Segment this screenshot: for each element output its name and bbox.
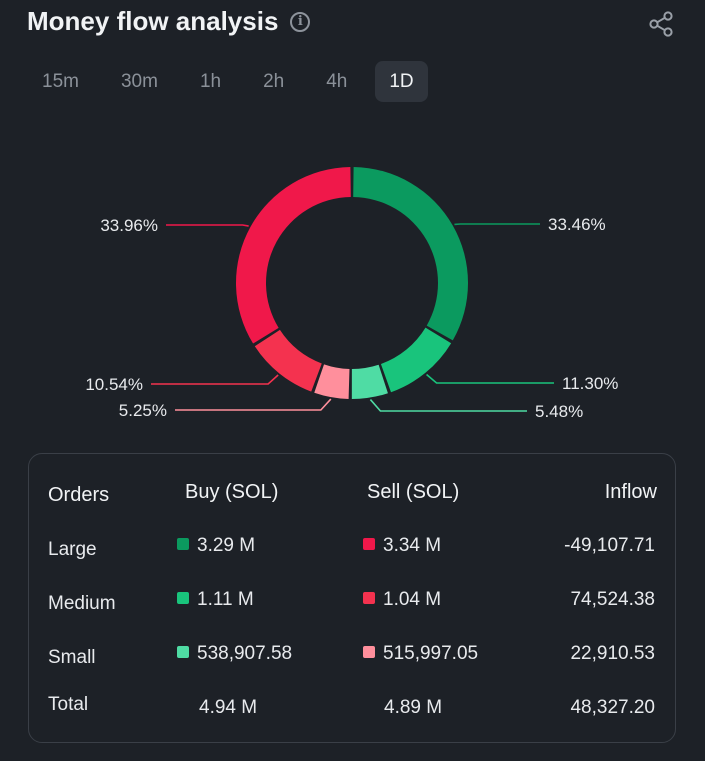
money-flow-donut-chart: 33.46% 11.30% 5.48% 5.25% 10.54% 33.96% [85, 167, 618, 421]
row-sell: 1.04 M [363, 589, 441, 611]
sell-swatch [363, 646, 375, 658]
header-buy: Buy (SOL) [185, 481, 279, 503]
buy-value: 3.29 M [197, 535, 256, 556]
row-order: Medium [48, 593, 116, 614]
header-sell: Sell (SOL) [367, 481, 460, 503]
total-inflow: 48,327.20 [570, 697, 655, 718]
sell-value: 1.04 M [383, 589, 442, 610]
row-inflow: 74,524.38 [570, 589, 655, 610]
row-order: Large [48, 539, 97, 560]
donut-slice-small-buy [351, 364, 388, 399]
share-icon[interactable] [647, 10, 675, 38]
row-order: Small [48, 647, 96, 668]
header-inflow: Inflow [604, 481, 657, 503]
buy-value: 1.11 M [197, 589, 254, 610]
sell-swatch [363, 538, 375, 550]
buy-swatch [177, 646, 189, 658]
timeframe-tabs: 15m 30m 1h 2h 4h 1D [28, 61, 442, 102]
data-label: 5.48% [535, 402, 583, 421]
leader-line [175, 398, 332, 411]
row-buy: 538,907.58 [177, 643, 292, 665]
row-buy: 3.29 M [177, 535, 255, 557]
sell-swatch [363, 592, 375, 604]
tab-4h[interactable]: 4h [326, 71, 348, 92]
orders-table: Orders Buy (SOL) Sell (SOL) Inflow Large… [28, 453, 676, 743]
page-title-text: Money flow analysis [27, 6, 279, 36]
data-label: 11.30% [562, 374, 618, 393]
sell-value: 3.34 M [383, 535, 442, 556]
total-buy: 4.94 M [199, 697, 258, 718]
leader-line [151, 374, 279, 385]
tab-2h[interactable]: 2h [263, 71, 285, 92]
header-orders: Orders [48, 484, 110, 506]
donut-slice-medium-buy [380, 327, 452, 393]
info-icon[interactable]: i [290, 11, 311, 32]
donut-slice-large-buy [353, 167, 468, 341]
donut-slice-large-sell [236, 167, 351, 344]
donut-slice-medium-sell [254, 329, 322, 392]
row-inflow: 22,910.53 [570, 643, 655, 664]
row-order: Total [48, 694, 89, 715]
leader-line [369, 399, 527, 412]
row-sell: 515,997.05 [363, 643, 478, 665]
data-label: 33.46% [548, 215, 606, 234]
leader-line [166, 224, 249, 227]
buy-swatch [177, 538, 189, 550]
data-label: 5.25% [119, 401, 167, 420]
leader-line [426, 373, 554, 384]
buy-swatch [177, 592, 189, 604]
row-sell: 3.34 M [363, 535, 441, 557]
tab-1d[interactable]: 1D [375, 61, 428, 102]
buy-value: 538,907.58 [197, 643, 293, 664]
tab-1h[interactable]: 1h [199, 71, 222, 92]
sell-value: 515,997.05 [383, 643, 479, 664]
row-inflow: -49,107.71 [564, 535, 655, 556]
data-label: 10.54% [85, 375, 143, 394]
total-sell: 4.89 M [384, 697, 443, 718]
row-buy: 1.11 M [177, 589, 254, 611]
tab-15m[interactable]: 15m [42, 71, 79, 92]
page-title: Money flow analysis i [27, 6, 311, 37]
tab-30m[interactable]: 30m [120, 71, 158, 92]
donut-slice-small-sell [314, 364, 350, 399]
data-label: 33.96% [100, 216, 158, 235]
